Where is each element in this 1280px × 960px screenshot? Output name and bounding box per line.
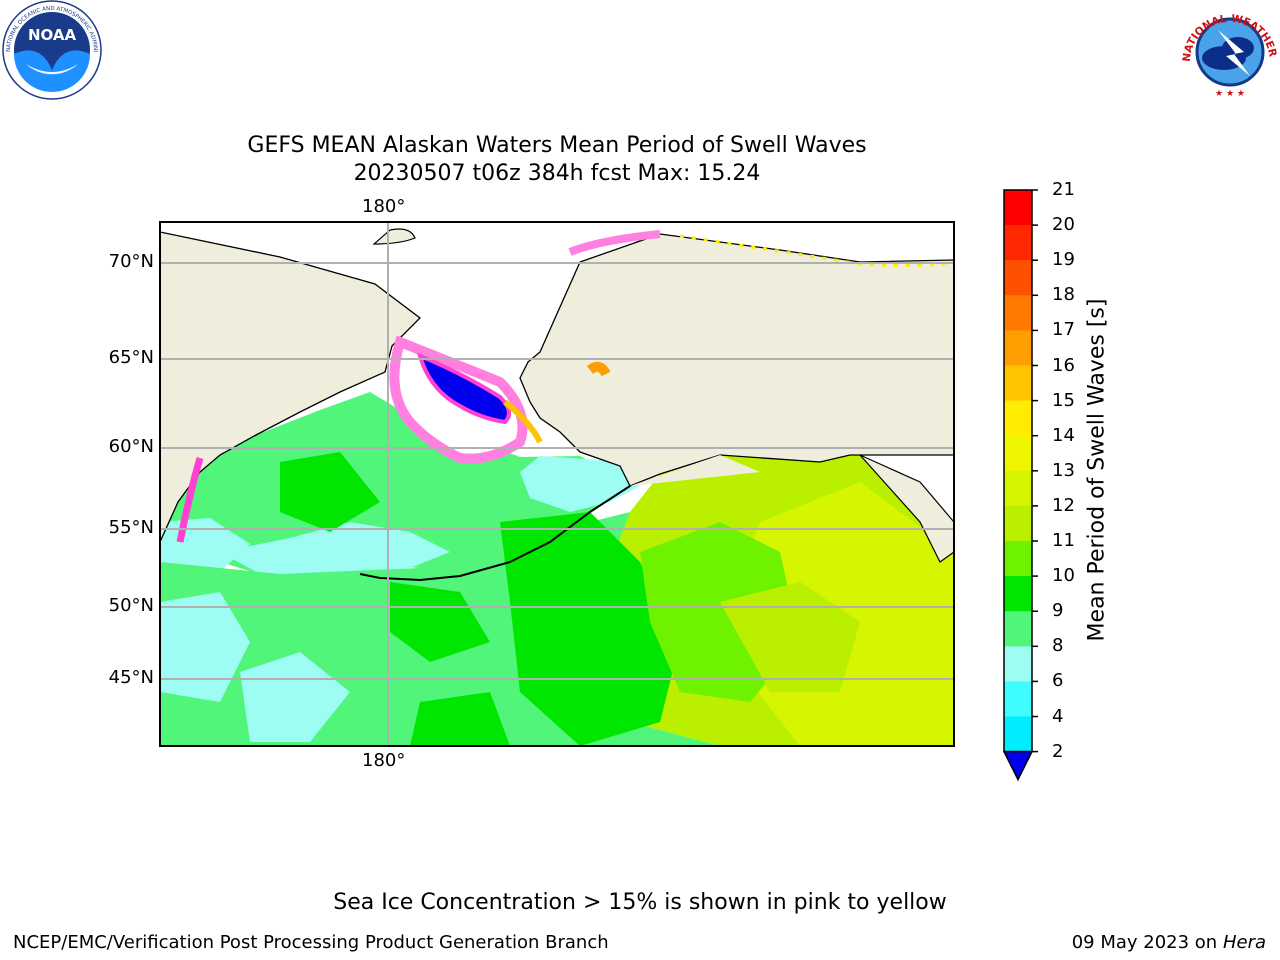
colorbar-segment-15 [1004,400,1032,437]
date-value: 09 May 2023 on [1071,932,1218,953]
lat-label-50: 50°N [108,595,154,616]
colorbar-tick-label: 18 [1052,284,1075,306]
colorbar-tick-label: 2 [1052,740,1064,762]
colorbar-segment-18 [1004,295,1032,331]
nws-logo: NATIONAL WEATHER SERVICE ★ ★ ★ [1174,0,1279,99]
colorbar-segment-16 [1004,365,1032,402]
colorbar-segment-9 [1004,611,1032,647]
colorbar-segment-17 [1004,330,1032,366]
colorbar-segment-21 [1004,190,1032,226]
colorbar [1002,189,1038,782]
sea-ice-note: Sea Ice Concentration > 15% is shown in … [333,890,947,915]
colorbar-segment-8 [1004,646,1032,682]
colorbar-segment-13 [1004,470,1032,507]
colorbar-tick-label: 17 [1052,319,1075,341]
noaa-logo-text: NOAA [28,26,77,44]
chart-title-line1: GEFS MEAN Alaskan Waters Mean Period of … [247,133,867,158]
colorbar-tick-label: 20 [1052,214,1075,236]
lat-label-45: 45°N [108,667,154,688]
lon-label-bottom: 180° [362,750,406,771]
colorbar-title: Mean Period of Swell Waves [s] [1084,298,1110,642]
colorbar-tick-label: 12 [1052,494,1075,516]
colorbar-tick-label: 16 [1052,354,1075,376]
colorbar-extend-arrow [1002,750,1034,782]
svg-text:★ ★ ★: ★ ★ ★ [1215,89,1245,99]
colorbar-tick-label: 14 [1052,424,1075,446]
credit-text: NCEP/EMC/Verification Post Processing Pr… [13,932,609,953]
lon-label-top: 180° [362,196,406,217]
colorbar-tick-label: 13 [1052,459,1075,481]
noaa-logo: NOAA NATIONAL OCEANIC AND ATMOSPHERIC AD… [0,0,102,100]
sea-ice [176,230,954,543]
colorbar-tick-label: 21 [1052,179,1075,200]
lat-label-70: 70°N [108,251,154,272]
gridlines [160,222,954,746]
lat-label-60: 60°N [108,436,154,457]
colorbar-tick-label: 8 [1052,635,1064,657]
lat-label-65: 65°N [108,347,154,368]
colorbar-segment-10 [1004,576,1032,612]
colorbar-segment-11 [1004,541,1032,577]
chart-title-line2: 20230507 t06z 384h fcst Max: 15.24 [353,161,761,186]
colorbar-tick-label: 10 [1052,565,1075,587]
host-name: Hera [1222,932,1266,953]
colorbar-segment-14 [1004,435,1032,472]
colorbar-tick-label: 6 [1052,670,1064,692]
lat-label-55: 55°N [108,517,154,538]
colorbar-segment-19 [1004,260,1032,296]
colorbar-tick-label: 15 [1052,389,1075,411]
colorbar-segment-20 [1004,225,1032,261]
colorbar-tick-label: 4 [1052,705,1064,727]
colorbar-segment-4 [1004,716,1032,753]
colorbar-tick-label: 9 [1052,600,1064,622]
swell-period-field [160,392,954,746]
colorbar-segment-12 [1004,505,1032,542]
map-panel [159,221,955,747]
colorbar-tick-label: 11 [1052,530,1075,551]
colorbar-segment-6 [1004,681,1032,717]
colorbar-tick-label: 19 [1052,249,1075,271]
date-text: 09 May 2023 on Hera [1072,932,1266,953]
